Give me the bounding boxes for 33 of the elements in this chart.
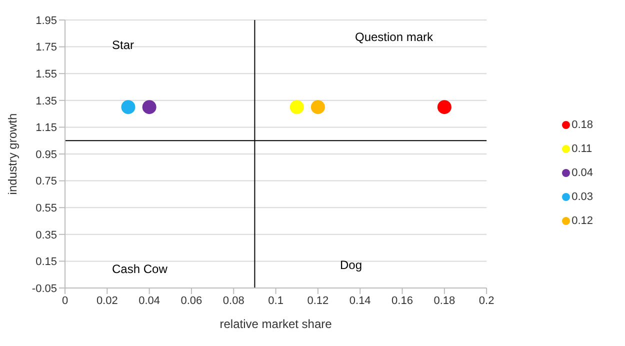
annotation: Star [112, 38, 134, 52]
annotation: Question mark [355, 30, 434, 44]
y-tick-label: 1.35 [36, 95, 57, 108]
x-tick-label: 0.1 [268, 294, 284, 307]
x-tick-label: 0.08 [222, 294, 244, 307]
legend-label: 0.18 [572, 118, 593, 133]
y-tick-label: 0.55 [36, 202, 57, 215]
x-tick-label: 0.14 [349, 294, 371, 307]
legend-label: 0.04 [572, 166, 593, 181]
y-tick-label: 1.55 [36, 68, 57, 81]
y-tick-label: 0.95 [36, 148, 57, 161]
legend-label: 0.11 [572, 142, 592, 157]
x-tick-label: 0.2 [478, 294, 494, 307]
x-tick-label: 0.18 [434, 294, 456, 307]
x-tick-label: 0.16 [392, 294, 413, 307]
x-tick-label: 0 [62, 294, 68, 307]
y-tick-label: 0.15 [36, 256, 57, 268]
annotation: Cash Cow [112, 262, 168, 276]
legend-label: 0.12 [572, 214, 593, 229]
y-tick-label: 0.75 [36, 176, 57, 188]
legend-label: 0.03 [572, 190, 593, 205]
y-tick-label: 1.95 [36, 14, 57, 27]
x-tick-label: 0.04 [138, 294, 160, 307]
x-tick-label: 0.02 [96, 294, 118, 307]
x-axis-title: relative market share [220, 317, 332, 331]
y-tick-label: -0.05 [32, 282, 57, 295]
y-tick-label: 0.35 [36, 229, 57, 242]
x-tick-label: 0.12 [307, 294, 329, 307]
y-axis-title: industry growth [5, 113, 20, 195]
y-tick-label: 1.15 [36, 122, 57, 134]
annotation: Dog [340, 258, 362, 272]
y-tick-label: 1.75 [36, 42, 57, 54]
x-tick-label: 0.06 [180, 294, 202, 307]
